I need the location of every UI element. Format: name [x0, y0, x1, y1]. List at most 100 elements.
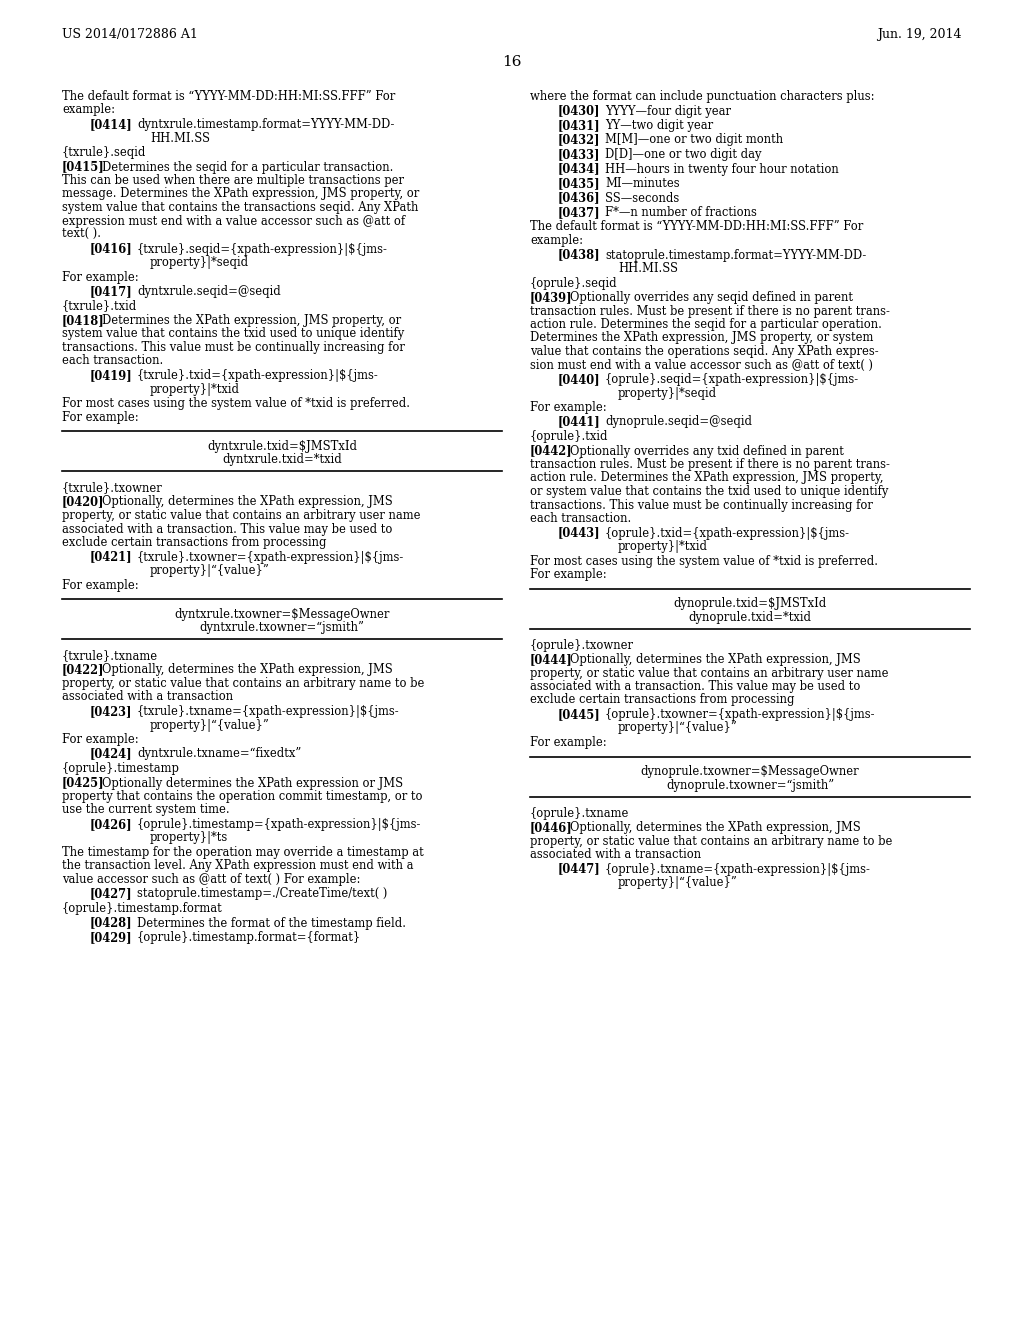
- Text: [0435]: [0435]: [558, 177, 601, 190]
- Text: [0428]: [0428]: [90, 916, 133, 929]
- Text: [0438]: [0438]: [558, 248, 601, 261]
- Text: D[D]—one or two digit day: D[D]—one or two digit day: [605, 148, 762, 161]
- Text: HH.MI.SS: HH.MI.SS: [618, 261, 678, 275]
- Text: Jun. 19, 2014: Jun. 19, 2014: [878, 28, 962, 41]
- Text: [0420]: [0420]: [62, 495, 104, 508]
- Text: [0446]: [0446]: [530, 821, 572, 834]
- Text: text( ).: text( ).: [62, 228, 101, 242]
- Text: The default format is “YYYY-MM-DD:HH:MI:SS.FFF” For: The default format is “YYYY-MM-DD:HH:MI:…: [62, 90, 395, 103]
- Text: example:: example:: [530, 234, 583, 247]
- Text: [0434]: [0434]: [558, 162, 601, 176]
- Text: property}|“{value}”: property}|“{value}”: [150, 564, 269, 577]
- Text: transaction rules. Must be present if there is no parent trans-: transaction rules. Must be present if th…: [530, 305, 890, 318]
- Text: [0416]: [0416]: [90, 243, 133, 256]
- Text: associated with a transaction: associated with a transaction: [530, 847, 701, 861]
- Text: [0432]: [0432]: [558, 133, 600, 147]
- Text: For example:: For example:: [62, 271, 138, 284]
- Text: {oprule}.txid={xpath-expression}|${jms-: {oprule}.txid={xpath-expression}|${jms-: [605, 527, 850, 540]
- Text: [0442]: [0442]: [530, 445, 572, 458]
- Text: {oprule}.seqid={xpath-expression}|${jms-: {oprule}.seqid={xpath-expression}|${jms-: [605, 374, 859, 385]
- Text: {txrule}.seqid: {txrule}.seqid: [62, 147, 146, 158]
- Text: dynoprule.txowner=$MessageOwner: dynoprule.txowner=$MessageOwner: [641, 766, 859, 779]
- Text: YYYY—four digit year: YYYY—four digit year: [605, 104, 731, 117]
- Text: For example:: For example:: [530, 568, 606, 581]
- Text: [0433]: [0433]: [558, 148, 600, 161]
- Text: property}|*seqid: property}|*seqid: [618, 387, 717, 400]
- Text: property}|“{value}”: property}|“{value}”: [150, 718, 269, 731]
- Text: associated with a transaction: associated with a transaction: [62, 690, 233, 704]
- Text: F*—n number of fractions: F*—n number of fractions: [605, 206, 757, 219]
- Text: Optionally, determines the XPath expression, JMS: Optionally, determines the XPath express…: [102, 495, 393, 508]
- Text: Optionally, determines the XPath expression, JMS: Optionally, determines the XPath express…: [570, 821, 861, 834]
- Text: {oprule}.timestamp={xpath-expression}|${jms-: {oprule}.timestamp={xpath-expression}|${…: [137, 818, 421, 832]
- Text: [0423]: [0423]: [90, 705, 132, 718]
- Text: Determines the XPath expression, JMS property, or: Determines the XPath expression, JMS pro…: [102, 314, 401, 327]
- Text: [0424]: [0424]: [90, 747, 133, 760]
- Text: property}|*seqid: property}|*seqid: [150, 256, 249, 269]
- Text: {oprule}.txowner: {oprule}.txowner: [530, 639, 634, 652]
- Text: {txrule}.txid={xpath-expression}|${jms-: {txrule}.txid={xpath-expression}|${jms-: [137, 370, 379, 381]
- Text: For example:: For example:: [530, 401, 606, 414]
- Text: [0417]: [0417]: [90, 285, 133, 298]
- Text: [0422]: [0422]: [62, 664, 104, 676]
- Text: [0415]: [0415]: [62, 161, 104, 173]
- Text: action rule. Determines the seqid for a particular operation.: action rule. Determines the seqid for a …: [530, 318, 882, 331]
- Text: dyntxrule.txowner=“jsmith”: dyntxrule.txowner=“jsmith”: [200, 622, 365, 635]
- Text: system value that contains the transactions seqid. Any XPath: system value that contains the transacti…: [62, 201, 419, 214]
- Text: [0436]: [0436]: [558, 191, 601, 205]
- Text: [0414]: [0414]: [90, 117, 133, 131]
- Text: [0425]: [0425]: [62, 776, 104, 789]
- Text: example:: example:: [62, 103, 115, 116]
- Text: associated with a transaction. This value may be used to: associated with a transaction. This valu…: [62, 523, 392, 536]
- Text: {oprule}.timestamp: {oprule}.timestamp: [62, 762, 180, 775]
- Text: exclude certain transactions from processing: exclude certain transactions from proces…: [530, 693, 795, 706]
- Text: dyntxrule.seqid=@seqid: dyntxrule.seqid=@seqid: [137, 285, 281, 298]
- Text: sion must end with a value accessor such as @att of text( ): sion must end with a value accessor such…: [530, 359, 873, 371]
- Text: For most cases using the system value of *txid is preferred.: For most cases using the system value of…: [62, 397, 410, 411]
- Text: [0444]: [0444]: [530, 653, 572, 667]
- Text: exclude certain transactions from processing: exclude certain transactions from proces…: [62, 536, 327, 549]
- Text: Determines the format of the timestamp field.: Determines the format of the timestamp f…: [137, 916, 406, 929]
- Text: property, or static value that contains an arbitrary name to be: property, or static value that contains …: [530, 834, 892, 847]
- Text: dyntxrule.txowner=$MessageOwner: dyntxrule.txowner=$MessageOwner: [174, 609, 390, 620]
- Text: property}|“{value}”: property}|“{value}”: [618, 722, 737, 734]
- Text: each transaction.: each transaction.: [530, 512, 631, 525]
- Text: M[M]—one or two digit month: M[M]—one or two digit month: [605, 133, 783, 147]
- Text: [0426]: [0426]: [90, 818, 133, 832]
- Text: {oprule}.txname: {oprule}.txname: [530, 807, 630, 820]
- Text: [0419]: [0419]: [90, 370, 133, 381]
- Text: For example:: For example:: [62, 578, 138, 591]
- Text: use the current system time.: use the current system time.: [62, 804, 229, 817]
- Text: or system value that contains the txid used to unique identify: or system value that contains the txid u…: [530, 484, 889, 498]
- Text: [0439]: [0439]: [530, 290, 572, 304]
- Text: dyntxrule.timestamp.format=YYYY-MM-DD-: dyntxrule.timestamp.format=YYYY-MM-DD-: [137, 117, 394, 131]
- Text: property}|“{value}”: property}|“{value}”: [618, 876, 737, 888]
- Text: [0447]: [0447]: [558, 862, 601, 875]
- Text: statoprule.timestamp=./CreateTime/text( ): statoprule.timestamp=./CreateTime/text( …: [137, 887, 387, 900]
- Text: {oprule}.txowner={xpath-expression}|${jms-: {oprule}.txowner={xpath-expression}|${jm…: [605, 708, 876, 721]
- Text: Determines the XPath expression, JMS property, or system: Determines the XPath expression, JMS pro…: [530, 331, 873, 345]
- Text: value accessor such as @att of text( ) For example:: value accessor such as @att of text( ) F…: [62, 873, 360, 886]
- Text: dyntxrule.txname=“fixedtx”: dyntxrule.txname=“fixedtx”: [137, 747, 301, 760]
- Text: property, or static value that contains an arbitrary user name: property, or static value that contains …: [62, 510, 421, 521]
- Text: [0440]: [0440]: [558, 374, 601, 385]
- Text: property, or static value that contains an arbitrary user name: property, or static value that contains …: [530, 667, 889, 680]
- Text: action rule. Determines the XPath expression, JMS property,: action rule. Determines the XPath expres…: [530, 471, 884, 484]
- Text: transactions. This value must be continually increasing for: transactions. This value must be continu…: [62, 341, 404, 354]
- Text: For example:: For example:: [530, 737, 606, 748]
- Text: dynoprule.txowner=“jsmith”: dynoprule.txowner=“jsmith”: [666, 779, 835, 792]
- Text: Optionally overrides any txid defined in parent: Optionally overrides any txid defined in…: [570, 445, 844, 458]
- Text: US 2014/0172886 A1: US 2014/0172886 A1: [62, 28, 198, 41]
- Text: statoprule.timestamp.format=YYYY-MM-DD-: statoprule.timestamp.format=YYYY-MM-DD-: [605, 248, 866, 261]
- Text: YY—two digit year: YY—two digit year: [605, 119, 713, 132]
- Text: associated with a transaction. This value may be used to: associated with a transaction. This valu…: [530, 680, 860, 693]
- Text: system value that contains the txid used to unique identify: system value that contains the txid used…: [62, 327, 404, 341]
- Text: [0441]: [0441]: [558, 416, 601, 429]
- Text: Optionally overrides any seqid defined in parent: Optionally overrides any seqid defined i…: [570, 290, 853, 304]
- Text: each transaction.: each transaction.: [62, 355, 163, 367]
- Text: {txrule}.txowner: {txrule}.txowner: [62, 480, 163, 494]
- Text: For example:: For example:: [62, 733, 138, 746]
- Text: transaction rules. Must be present if there is no parent trans-: transaction rules. Must be present if th…: [530, 458, 890, 471]
- Text: Optionally, determines the XPath expression, JMS: Optionally, determines the XPath express…: [570, 653, 861, 667]
- Text: HH—hours in twenty four hour notation: HH—hours in twenty four hour notation: [605, 162, 839, 176]
